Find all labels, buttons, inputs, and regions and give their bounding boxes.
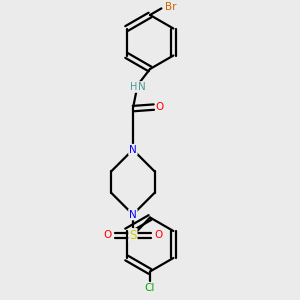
- Text: O: O: [156, 102, 164, 112]
- Text: N: N: [129, 209, 137, 220]
- Text: N: N: [138, 82, 146, 92]
- Text: N: N: [129, 145, 137, 155]
- Text: Cl: Cl: [145, 283, 155, 293]
- Text: Br: Br: [165, 2, 177, 12]
- Text: S: S: [129, 229, 137, 242]
- Text: O: O: [154, 230, 162, 241]
- Text: H: H: [130, 82, 137, 92]
- Text: O: O: [103, 230, 112, 241]
